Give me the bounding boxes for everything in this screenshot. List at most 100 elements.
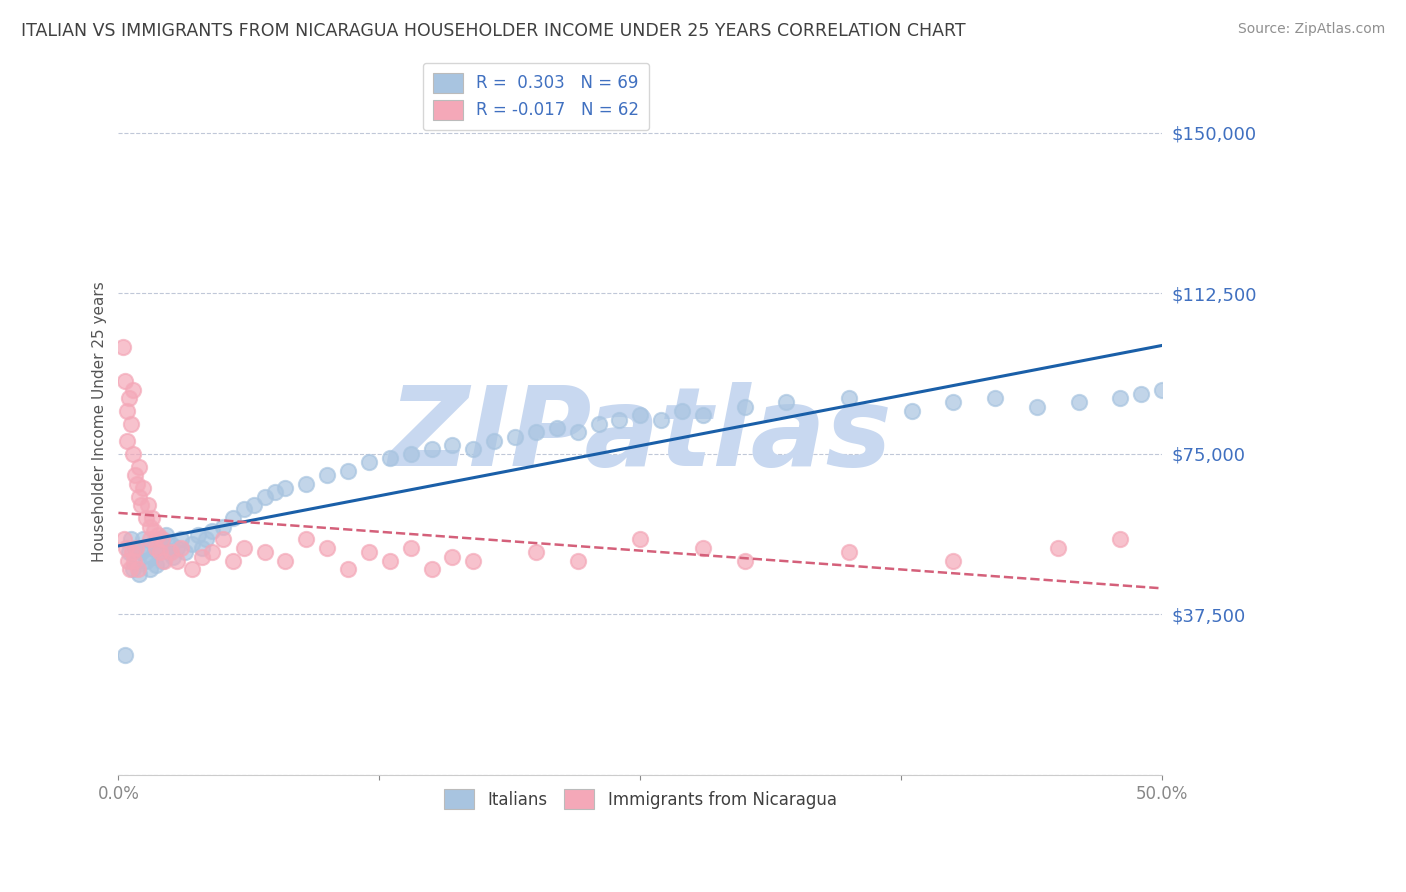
Point	[222, 554, 245, 568]
Point	[118, 391, 141, 405]
Point	[232, 502, 254, 516]
Point	[153, 554, 176, 568]
Point	[984, 391, 1007, 405]
Point	[187, 528, 209, 542]
Point	[166, 554, 188, 568]
Point	[142, 524, 165, 538]
Point	[1046, 541, 1069, 555]
Point	[146, 545, 169, 559]
Point	[357, 455, 380, 469]
Point	[628, 533, 651, 547]
Point	[120, 533, 142, 547]
Point	[211, 519, 233, 533]
Point	[122, 447, 145, 461]
Point	[441, 549, 464, 564]
Text: ZIPatlas: ZIPatlas	[388, 383, 893, 490]
Point	[274, 481, 297, 495]
Point	[609, 412, 631, 426]
Point	[211, 533, 233, 547]
Point	[628, 409, 651, 423]
Point	[201, 524, 224, 538]
Point	[399, 447, 422, 461]
Point	[222, 511, 245, 525]
Point	[1109, 391, 1132, 405]
Point	[232, 541, 254, 555]
Point	[264, 485, 287, 500]
Point	[295, 533, 318, 547]
Point	[135, 511, 157, 525]
Point	[136, 498, 159, 512]
Point	[125, 541, 148, 555]
Point	[124, 541, 146, 555]
Point	[128, 490, 150, 504]
Point	[420, 442, 443, 457]
Point	[128, 566, 150, 581]
Point	[121, 545, 143, 559]
Point	[120, 417, 142, 431]
Point	[546, 421, 568, 435]
Point	[139, 519, 162, 533]
Point	[253, 490, 276, 504]
Point	[482, 434, 505, 448]
Point	[420, 562, 443, 576]
Point	[145, 558, 167, 572]
Point	[524, 425, 547, 440]
Point	[114, 648, 136, 662]
Point	[588, 417, 610, 431]
Point	[155, 528, 177, 542]
Point	[775, 395, 797, 409]
Point	[191, 549, 214, 564]
Point	[900, 404, 922, 418]
Point	[114, 541, 136, 555]
Point	[1130, 387, 1153, 401]
Point	[114, 374, 136, 388]
Point	[357, 545, 380, 559]
Point	[157, 545, 180, 559]
Point	[942, 554, 965, 568]
Point	[135, 554, 157, 568]
Point	[149, 533, 172, 547]
Point	[316, 468, 339, 483]
Point	[124, 468, 146, 483]
Point	[337, 562, 360, 576]
Point	[145, 541, 167, 555]
Point	[274, 554, 297, 568]
Point	[139, 533, 162, 547]
Point	[127, 554, 149, 568]
Point	[131, 545, 153, 559]
Point	[838, 391, 860, 405]
Point	[671, 404, 693, 418]
Point	[253, 545, 276, 559]
Point	[150, 533, 173, 547]
Point	[128, 459, 150, 474]
Point	[692, 409, 714, 423]
Point	[191, 541, 214, 555]
Point	[1109, 533, 1132, 547]
Point	[463, 442, 485, 457]
Point	[399, 541, 422, 555]
Point	[115, 404, 138, 418]
Point	[131, 498, 153, 512]
Point	[441, 438, 464, 452]
Point	[132, 481, 155, 495]
Point	[1152, 383, 1174, 397]
Point	[838, 545, 860, 559]
Point	[150, 554, 173, 568]
Point	[149, 545, 172, 559]
Point	[567, 425, 589, 440]
Point	[127, 562, 149, 576]
Point	[170, 533, 193, 547]
Point	[132, 533, 155, 547]
Point	[650, 412, 672, 426]
Point	[122, 554, 145, 568]
Point	[463, 554, 485, 568]
Point	[378, 451, 401, 466]
Point	[201, 545, 224, 559]
Point	[734, 400, 756, 414]
Point	[162, 549, 184, 564]
Point	[112, 533, 135, 547]
Point	[170, 541, 193, 555]
Point	[734, 554, 756, 568]
Point	[141, 549, 163, 564]
Point	[692, 541, 714, 555]
